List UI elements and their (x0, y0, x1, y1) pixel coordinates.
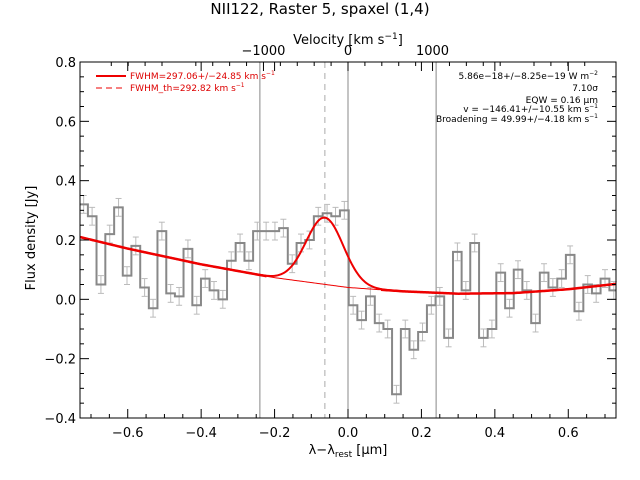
y-tick-label: 0.6 (55, 115, 76, 130)
top-axis-label: Velocity [km s−1] (293, 32, 403, 48)
annotation-velocity-sup: −1 (589, 103, 598, 110)
y-tick-label: −0.2 (44, 353, 76, 368)
annotation-velocity: v = −146.41+/−10.55 km s−1 (463, 103, 598, 115)
top-tick-label: 1000 (416, 44, 449, 59)
plot-area (79, 62, 617, 418)
x-axis-label: λ−λrest [μm] (309, 443, 388, 460)
y-tick-label: 0.2 (55, 234, 76, 249)
x-axis-label-unit: [μm] (352, 443, 387, 458)
legend: FWHM=297.06+/−24.85 km s−1 FWHM_th=292.8… (96, 70, 275, 94)
annotation-sigma: 7.10σ (572, 84, 598, 94)
axes: −0.6 −0.4 −0.2 0.0 0.2 0.4 0.6 −0.4 −0.2 0.0 0.2 0.… (44, 44, 617, 441)
annotation-eqw: EQW = 0.16 μm (526, 96, 598, 106)
top-axis-label-main: Velocity [km s (293, 33, 385, 48)
x-tick-label: 0.0 (338, 426, 359, 441)
annotation-broadening-sup: −1 (589, 113, 598, 120)
annotation-flux-text: 5.86e−18+/−8.25e−19 W m (459, 72, 590, 82)
annotation-block: 5.86e−18+/−8.25e−19 W m−2 7.10σ EQW = 0.… (436, 70, 598, 125)
annotation-broadening-text: Broadening = 49.99+/−4.18 km s (436, 115, 589, 125)
y-tick-label: 0.8 (55, 56, 76, 71)
chart-title: NII122, Raster 5, spaxel (1,4) (210, 0, 429, 18)
legend-fit-label: FWHM=297.06+/−24.85 km s−1 (130, 70, 275, 82)
annotation-flux-sup: −2 (589, 70, 598, 77)
x-tick-label: 0.2 (411, 426, 432, 441)
y-axis-label: Flux density [Jy] (24, 186, 39, 291)
x-tick-label: 0.6 (558, 426, 579, 441)
y-tick-label: 0.4 (55, 175, 76, 190)
x-axis-label-sub: rest (335, 450, 353, 460)
y-tick-label: 0.0 (55, 293, 76, 308)
top-axis-label-sup: −1 (384, 32, 397, 42)
annotation-velocity-text: v = −146.41+/−10.55 km s (463, 105, 589, 115)
legend-th-label: FWHM_th=292.82 km s−1 (130, 82, 245, 94)
top-tick-label: 0 (344, 44, 352, 59)
x-tick-label: −0.4 (185, 426, 217, 441)
top-axis-label-end: ] (398, 33, 403, 48)
continuum-fit-thick (79, 235, 617, 295)
legend-th-text: FWHM_th=292.82 km s (130, 84, 236, 94)
x-tick-label: −0.2 (259, 426, 291, 441)
y-tick-label: −0.4 (44, 412, 76, 427)
top-tick-label: −1000 (241, 44, 285, 59)
x-tick-label: −0.6 (112, 426, 144, 441)
legend-fit-text: FWHM=297.06+/−24.85 km s (130, 72, 266, 82)
x-tick-label: 0.4 (485, 426, 506, 441)
legend-fit-sup: −1 (266, 70, 275, 77)
x-axis-label-main: λ−λ (309, 443, 336, 458)
annotation-flux: 5.86e−18+/−8.25e−19 W m−2 (459, 70, 599, 82)
data-histogram (80, 203, 616, 396)
annotation-broadening: Broadening = 49.99+/−4.18 km s−1 (436, 113, 598, 125)
legend-th-sup: −1 (236, 82, 245, 89)
